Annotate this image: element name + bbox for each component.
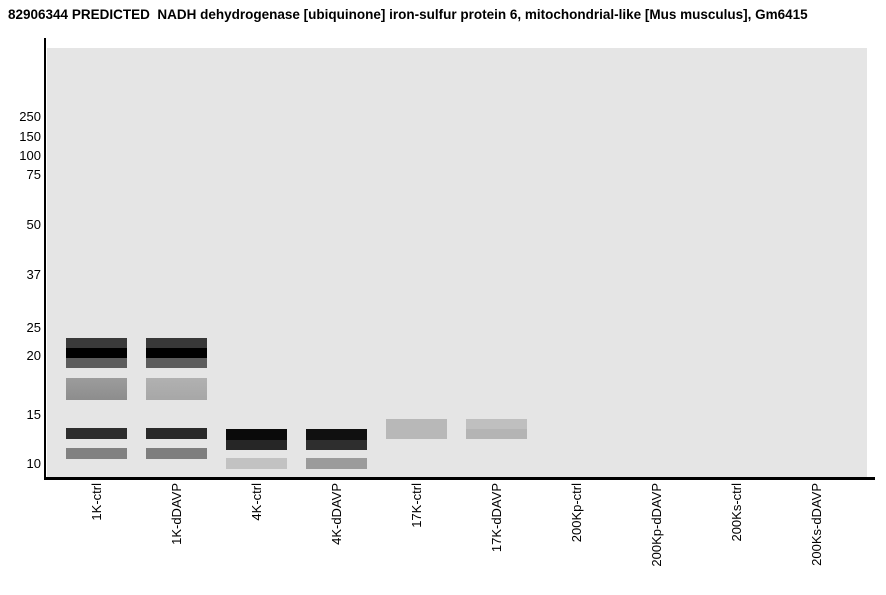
gel-band [146,358,207,368]
gel-band [306,429,367,440]
gel-plot-area [47,48,867,477]
y-tick-label: 250 [19,109,41,124]
lane-label: 200Ks-dDAVP [808,483,824,566]
gel-band [66,348,127,358]
gel-band [146,338,207,348]
gel-band [466,419,527,429]
y-tick-label: 150 [19,129,41,144]
lane-label: 200Ks-ctrl [728,483,744,542]
x-axis-line [44,477,875,480]
lane-label: 200Kp-ctrl [568,483,584,543]
y-tick-label: 25 [26,320,41,335]
gel-band [66,358,127,368]
y-tick-label: 100 [19,148,41,163]
gel-band [146,378,207,400]
gel-band [66,338,127,348]
lane-label: 17K-ctrl [408,483,424,528]
gel-band [146,348,207,358]
lane-label: 1K-ctrl [88,483,104,521]
gel-band [386,419,447,439]
gel-band [306,440,367,450]
gel-band [146,448,207,459]
gel-band [146,428,207,439]
lane-label: 200Kp-dDAVP [648,483,664,567]
gel-band [226,458,287,469]
y-tick-label: 50 [26,217,41,232]
gel-band [66,428,127,439]
gel-band [226,440,287,450]
gel-band [226,429,287,440]
gel-band [66,378,127,400]
lane-label: 4K-dDAVP [328,483,344,545]
y-tick-label: 20 [26,348,41,363]
y-tick-label: 37 [26,267,41,282]
y-tick-label: 15 [26,407,41,422]
lane-label: 17K-dDAVP [488,483,504,553]
gel-band [306,458,367,469]
y-tick-label: 75 [26,167,41,182]
chart-title: 82906344 PREDICTED NADH dehydrogenase [u… [8,7,808,22]
lane-label: 4K-ctrl [248,483,264,521]
gel-band [466,429,527,439]
y-tick-label: 10 [26,456,41,471]
gel-band [66,448,127,459]
lane-label: 1K-dDAVP [168,483,184,545]
y-axis-line [44,38,46,480]
